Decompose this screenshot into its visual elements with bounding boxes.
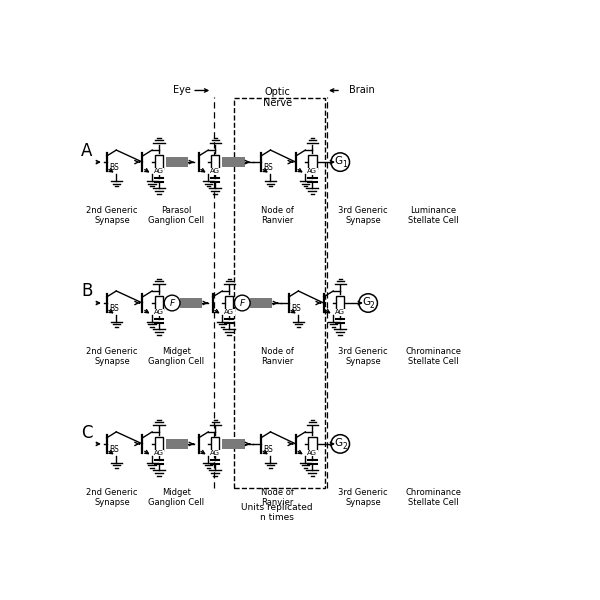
Text: AG: AG [154, 169, 164, 175]
Text: 2nd Generic
Synapse: 2nd Generic Synapse [86, 347, 138, 366]
Text: G: G [362, 297, 370, 307]
Text: AG: AG [307, 169, 317, 175]
Text: AG: AG [154, 450, 164, 456]
Text: AG: AG [154, 309, 164, 315]
Bar [166, 157, 188, 167]
Text: BS: BS [109, 304, 119, 313]
Text: Optic
Nerve: Optic Nerve [263, 87, 292, 109]
Bar [308, 437, 317, 451]
Text: 3rd Generic
Synapse: 3rd Generic Synapse [338, 347, 388, 366]
Bar [155, 155, 163, 169]
Text: Node of
Ranvier: Node of Ranvier [261, 206, 294, 226]
Bar [180, 298, 202, 308]
Text: Eye: Eye [173, 85, 191, 95]
Text: 2: 2 [342, 442, 347, 451]
Bar [211, 155, 220, 169]
Text: Brain: Brain [349, 85, 375, 95]
Text: Node of
Ranvier: Node of Ranvier [261, 488, 294, 507]
Text: B: B [81, 283, 92, 301]
Bar [336, 296, 344, 310]
Text: 2nd Generic
Synapse: 2nd Generic Synapse [86, 206, 138, 226]
Bar [235, 98, 325, 488]
Bar [225, 296, 233, 310]
Text: F: F [239, 298, 245, 307]
Text: AG: AG [335, 309, 345, 315]
Text: A: A [81, 142, 92, 160]
Text: Units replicated
n times: Units replicated n times [241, 503, 313, 522]
Text: AG: AG [210, 450, 220, 456]
Text: Parasol
Ganglion Cell: Parasol Ganglion Cell [148, 206, 205, 226]
Bar [222, 439, 245, 449]
Bar [155, 296, 163, 310]
Bar [211, 437, 220, 451]
Text: Chrominance
Stellate Cell: Chrominance Stellate Cell [405, 488, 461, 507]
Bar [155, 437, 163, 451]
Bar [166, 439, 188, 449]
Text: BS: BS [109, 163, 119, 172]
Text: Chrominance
Stellate Cell: Chrominance Stellate Cell [405, 347, 461, 366]
Text: 1: 1 [342, 160, 347, 169]
Text: BS: BS [109, 445, 119, 454]
Text: Midget
Ganglion Cell: Midget Ganglion Cell [148, 347, 205, 366]
Text: C: C [81, 424, 92, 442]
Bar [222, 157, 245, 167]
Text: AG: AG [224, 309, 234, 315]
Text: 3rd Generic
Synapse: 3rd Generic Synapse [338, 206, 388, 226]
Text: Node of
Ranvier: Node of Ranvier [261, 347, 294, 366]
Bar [308, 155, 317, 169]
Text: 2nd Generic
Synapse: 2nd Generic Synapse [86, 488, 138, 507]
Text: AG: AG [307, 450, 317, 456]
Text: 2: 2 [370, 301, 374, 310]
Text: G: G [334, 438, 343, 448]
Text: Luminance
Stellate Cell: Luminance Stellate Cell [408, 206, 458, 226]
Text: Midget
Ganglion Cell: Midget Ganglion Cell [148, 488, 205, 507]
Text: BS: BS [263, 445, 274, 454]
Text: AG: AG [210, 169, 220, 175]
Text: BS: BS [263, 163, 274, 172]
Text: F: F [170, 298, 175, 307]
Text: G: G [334, 156, 343, 166]
Text: 3rd Generic
Synapse: 3rd Generic Synapse [338, 488, 388, 507]
Text: BS: BS [292, 304, 301, 313]
Bar [250, 298, 272, 308]
